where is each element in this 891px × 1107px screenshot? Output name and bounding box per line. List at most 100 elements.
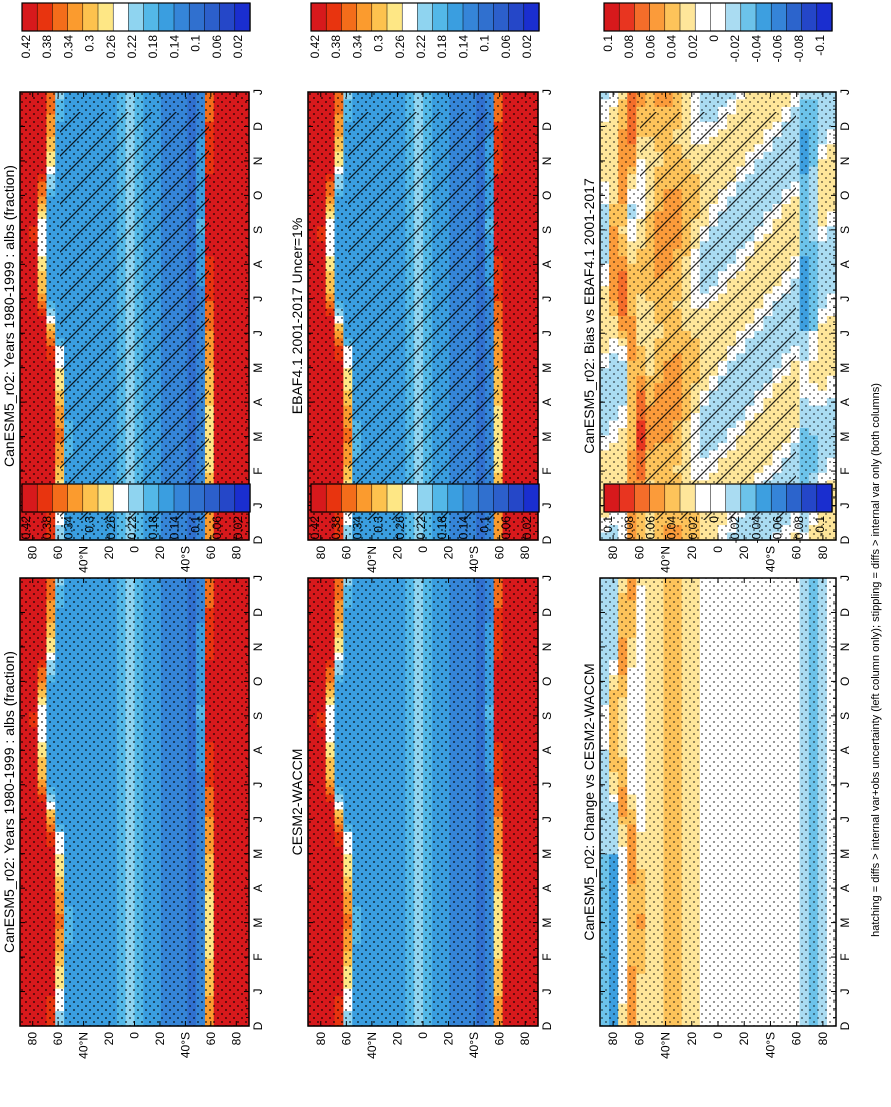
- colorbar-swatch: [143, 2, 160, 32]
- y-tick-label: 80: [229, 546, 243, 560]
- colorbar-label: 0.02: [231, 35, 245, 59]
- panel-2: CanESM5_r02: Years 1980-1999 : albs (fra…: [1, 483, 265, 1059]
- x-tick-label: M: [540, 432, 554, 442]
- colorbar-swatch: [158, 483, 175, 513]
- colorbar-swatch: [82, 483, 99, 513]
- stippling-overlay: [20, 92, 249, 540]
- panel-title: EBAF4.1 2001-2017 Uncer=1%: [289, 218, 305, 415]
- x-tick-label: D: [251, 608, 265, 617]
- x-tick-label: D: [540, 535, 554, 544]
- colorbar-label: 0.22: [125, 516, 139, 540]
- y-tick-label: 20: [102, 1032, 116, 1046]
- colorbar-label: 0.18: [146, 516, 160, 540]
- x-tick-label: A: [540, 260, 554, 268]
- y-tick-label: 20: [102, 546, 116, 560]
- x-tick-label: M: [251, 918, 265, 928]
- x-tick-label: M: [251, 363, 265, 373]
- colorbar-swatch: [128, 2, 145, 32]
- colorbar-swatch: [82, 2, 99, 32]
- x-tick-label: J: [251, 296, 265, 302]
- x-tick-label: J: [251, 330, 265, 336]
- colorbar-swatch: [52, 2, 69, 32]
- x-tick-label: F: [251, 467, 265, 474]
- colorbar-swatch: [67, 483, 84, 513]
- x-tick-label: N: [251, 643, 265, 652]
- colorbar-frame: [21, 483, 251, 513]
- x-tick-label: N: [251, 157, 265, 166]
- colorbar-swatch: [204, 483, 221, 513]
- x-tick-label: J: [251, 503, 265, 509]
- x-tick-label: J: [251, 89, 265, 95]
- y-tick-label: 60: [51, 546, 65, 560]
- x-tick-label: J: [540, 296, 554, 302]
- x-tick-label: D: [251, 122, 265, 131]
- x-tick-label: D: [251, 1021, 265, 1030]
- stippling-overlay: [20, 578, 249, 1026]
- colorbar-label: 0.38: [40, 35, 54, 59]
- colorbar-label: 0.1: [189, 516, 203, 533]
- colorbar-swatch: [52, 483, 69, 513]
- colorbar-label: 0.26: [104, 516, 118, 540]
- colorbar-label: 0.3: [83, 516, 97, 533]
- x-tick-label: O: [251, 677, 265, 686]
- x-tick-label: F: [540, 467, 554, 474]
- x-tick-label: S: [251, 226, 265, 234]
- x-tick-label: M: [251, 849, 265, 859]
- colorbar-swatch: [204, 2, 221, 32]
- colorbar-label: 0.42: [19, 35, 33, 59]
- colorbar-swatch: [36, 2, 54, 32]
- x-tick-label: A: [251, 884, 265, 892]
- y-tick-label: 40°N: [77, 1032, 91, 1059]
- y-tick-label: 0: [128, 1032, 142, 1039]
- panel-title: CanESM5_r02: Years 1980-1999 : albs (fra…: [1, 165, 17, 467]
- colorbar-swatch: [219, 483, 236, 513]
- colorbar-swatch: [128, 483, 145, 513]
- colorbar-label: 0.06: [210, 516, 224, 540]
- colorbar: 0.42 0.38 0.34 0.3 0.26 0.22 0.18 0.14 0.1 0.06 0.…: [19, 2, 251, 59]
- y-tick-label: 80: [26, 1032, 40, 1046]
- x-tick-label: O: [540, 191, 554, 200]
- x-tick-label: J: [251, 575, 265, 581]
- colorbar-swatch: [97, 483, 114, 513]
- x-tick-label: J: [251, 782, 265, 788]
- x-tick-label: J: [251, 989, 265, 995]
- y-tick-label: 20: [153, 546, 167, 560]
- colorbar-label: 0.02: [231, 516, 245, 540]
- colorbar-swatch: [219, 2, 236, 32]
- colorbar-swatch: [173, 483, 190, 513]
- colorbar-swatch: [67, 2, 84, 32]
- colorbar-swatch: [36, 483, 54, 513]
- colorbar-swatch: [21, 2, 38, 32]
- y-tick-label: 60: [51, 1032, 65, 1046]
- x-tick-label: S: [251, 712, 265, 720]
- x-tick-label: J: [251, 816, 265, 822]
- x-tick-label: A: [540, 398, 554, 406]
- colorbar-label: 0.14: [167, 35, 181, 59]
- colorbar-swatch: [234, 2, 251, 32]
- colorbar-label: 0.38: [40, 516, 54, 540]
- y-tick-label: 80: [229, 1032, 243, 1046]
- y-tick-label: 20: [153, 1032, 167, 1046]
- colorbar-label: 0.1: [189, 35, 203, 52]
- panel-3: EBAF4.1 2001-2017 Uncer=1%DJFMAMJJASONDJ…: [289, 2, 554, 573]
- colorbar-label: 0.42: [19, 516, 33, 540]
- x-tick-label: F: [251, 953, 265, 960]
- x-tick-label: J: [540, 330, 554, 336]
- colorbar-label: 0.34: [61, 516, 75, 540]
- colorbar-swatch: [173, 2, 190, 32]
- colorbar-swatch: [21, 483, 38, 513]
- colorbar-swatch: [112, 2, 130, 32]
- stippling-overlay: [308, 92, 538, 540]
- y-tick-label: 80: [26, 546, 40, 560]
- y-tick-label: 40°S: [178, 1032, 192, 1058]
- colorbar-swatch: [188, 483, 206, 513]
- panel-title: CanESM5_r02: Years 1980-1999 : albs (fra…: [1, 651, 17, 953]
- colorbar-label: 0.18: [146, 35, 160, 59]
- y-tick-label: 0: [128, 546, 142, 553]
- colorbar-label: 0.26: [104, 35, 118, 59]
- colorbar-label: 0.3: [83, 35, 97, 52]
- colorbar-frame: [21, 2, 251, 32]
- colorbar-label: 0.14: [167, 516, 181, 540]
- colorbar-swatch: [143, 483, 160, 513]
